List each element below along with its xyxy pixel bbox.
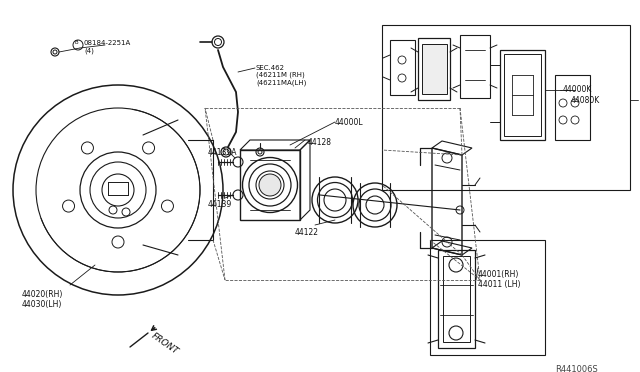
Text: 44139: 44139 — [208, 200, 232, 209]
Bar — [382, 25, 630, 190]
Text: 44139A: 44139A — [208, 148, 237, 157]
Text: R441006S: R441006S — [555, 365, 598, 372]
Text: 44080K: 44080K — [571, 96, 600, 105]
Text: 44001(RH)
44011 (LH): 44001(RH) 44011 (LH) — [478, 270, 520, 289]
Text: 44128: 44128 — [308, 138, 332, 147]
Text: 44000L: 44000L — [335, 118, 364, 127]
Text: 44000K: 44000K — [563, 85, 593, 94]
Bar — [430, 240, 545, 355]
Text: B: B — [74, 39, 78, 45]
Text: FRONT: FRONT — [150, 331, 180, 356]
Text: 44020(RH)
44030(LH): 44020(RH) 44030(LH) — [22, 290, 63, 310]
Text: 44122: 44122 — [295, 228, 319, 237]
Text: 08184-2251A
(4): 08184-2251A (4) — [84, 40, 131, 54]
Polygon shape — [422, 44, 447, 94]
Text: SEC.462
(46211M (RH)
(46211MA(LH): SEC.462 (46211M (RH) (46211MA(LH) — [256, 65, 307, 86]
Ellipse shape — [259, 174, 281, 196]
